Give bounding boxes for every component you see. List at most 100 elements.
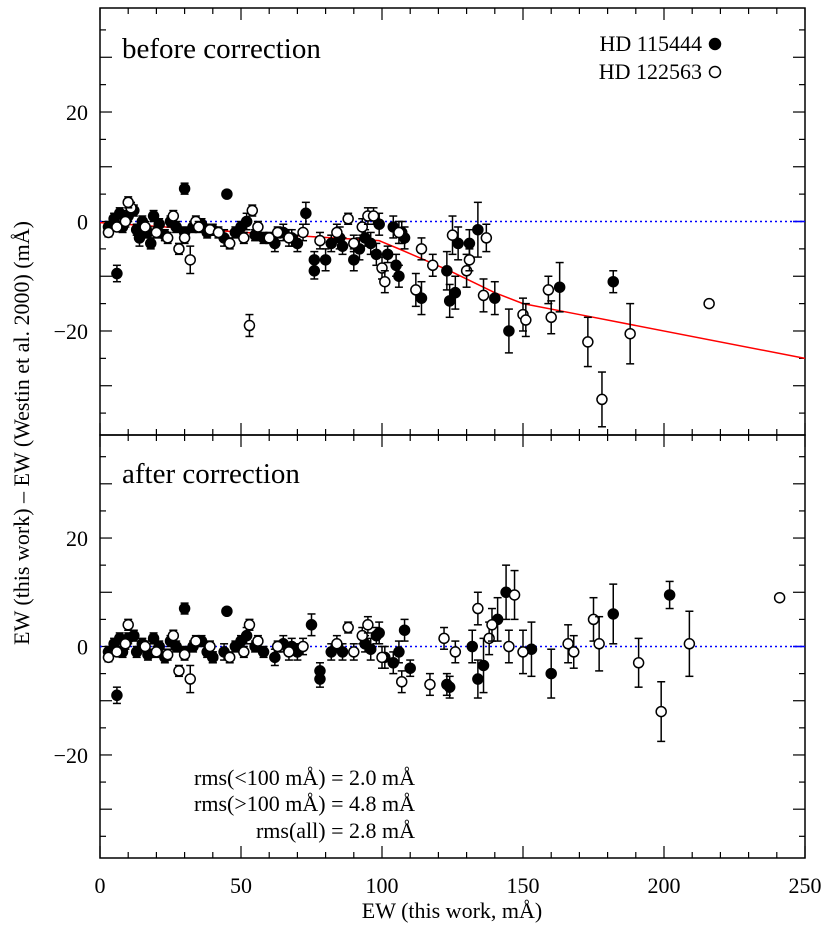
marker — [582, 336, 594, 348]
marker — [472, 223, 484, 236]
marker — [178, 182, 191, 195]
data-point-hd-115444 — [545, 648, 557, 699]
x-tick-label: 150 — [507, 873, 540, 898]
data-point-hd-115444 — [607, 583, 619, 645]
marker — [240, 629, 253, 642]
data-point-hd-115444 — [500, 564, 512, 621]
data-point-hd-115444 — [221, 605, 233, 617]
marker — [607, 275, 619, 288]
marker — [297, 640, 309, 653]
data-point-hd-122563 — [150, 645, 163, 659]
rms-below-100: rms(<100 mÅ) = 2.0 mÅ — [194, 765, 415, 790]
panel-label-top: before correction — [122, 33, 321, 65]
marker — [240, 215, 253, 228]
data-point-hd-122563 — [243, 618, 256, 631]
data-point-hd-122563 — [348, 234, 360, 253]
marker — [398, 624, 411, 636]
marker — [520, 314, 532, 326]
data-point-hd-115444 — [393, 264, 405, 288]
marker — [542, 284, 555, 296]
marker — [441, 265, 453, 277]
marker — [314, 665, 326, 677]
marker — [178, 232, 191, 244]
data-point-hd-122563 — [362, 615, 374, 634]
marker — [449, 286, 462, 299]
data-point-hd-122563 — [503, 629, 515, 664]
data-point-hd-115444 — [300, 201, 312, 225]
data-point-hd-115444 — [381, 245, 394, 264]
data-point-hd-115444 — [441, 250, 453, 291]
data-point-hd-122563 — [393, 220, 405, 245]
data-point-hd-122563 — [167, 629, 180, 642]
marker — [319, 254, 332, 266]
y-axis-label: EW (this work) – EW (Westin et al. 2000)… — [9, 221, 34, 645]
marker — [438, 632, 450, 645]
marker — [376, 651, 388, 664]
marker — [102, 226, 115, 239]
data-point-hd-122563 — [379, 270, 391, 294]
marker — [305, 619, 318, 631]
data-point-hd-122563 — [395, 670, 408, 694]
marker — [463, 237, 476, 250]
marker — [393, 646, 405, 658]
x-tick-label: 0 — [95, 873, 106, 898]
marker — [427, 259, 439, 272]
marker — [342, 621, 354, 634]
y-tick-label: 0 — [77, 635, 88, 660]
marker — [404, 662, 416, 674]
rms-above-100: rms(>100 mÅ) = 4.8 mÅ — [194, 791, 415, 816]
data-point-hd-122563 — [119, 215, 132, 228]
data-point-hd-122563 — [243, 313, 256, 338]
data-point-hd-122563 — [178, 231, 191, 245]
data-point-hd-122563 — [545, 300, 557, 335]
data-point-hd-122563 — [463, 248, 476, 272]
data-point-hd-115444 — [491, 596, 504, 642]
marker — [283, 232, 295, 244]
marker — [364, 643, 377, 655]
data-point-hd-115444 — [472, 201, 484, 258]
marker — [480, 232, 493, 244]
marker — [367, 210, 380, 222]
marker — [178, 602, 191, 615]
data-point-hd-122563 — [297, 637, 309, 656]
data-point-hd-115444 — [663, 580, 676, 610]
marker — [111, 267, 123, 280]
marker — [243, 319, 256, 332]
marker — [477, 289, 490, 302]
marker — [300, 207, 312, 220]
marker — [356, 629, 369, 642]
marker — [545, 667, 557, 680]
data-point-hd-122563 — [410, 272, 422, 308]
marker — [655, 705, 667, 718]
marker — [393, 226, 405, 239]
x-axis-label: EW (this work, mÅ) — [362, 898, 542, 923]
x-tick-label: 100 — [366, 873, 399, 898]
marker — [150, 226, 163, 239]
marker — [443, 681, 456, 693]
marker — [342, 213, 354, 225]
y-tick-label: −20 — [54, 319, 88, 344]
panel-before: −20 0 20 — [54, 7, 806, 436]
data-point-hd-115444 — [443, 283, 456, 319]
x-tick-label: 250 — [789, 873, 822, 898]
marker — [503, 640, 515, 653]
marker — [139, 221, 151, 233]
marker — [424, 678, 436, 691]
data-point-hd-122563 — [190, 634, 202, 648]
marker — [472, 673, 484, 685]
data-point-hd-115444 — [466, 629, 478, 664]
marker — [161, 648, 174, 661]
data-point-hd-122563 — [703, 297, 715, 310]
data-point-hd-122563 — [632, 637, 645, 688]
marker — [173, 665, 185, 677]
marker — [257, 646, 270, 658]
data-point-hd-122563 — [212, 226, 225, 239]
marker — [269, 651, 281, 664]
marker — [370, 248, 383, 261]
marker — [207, 651, 219, 664]
marker — [119, 638, 132, 650]
marker — [624, 327, 636, 340]
data-point-hd-122563 — [184, 664, 196, 694]
marker — [773, 591, 786, 604]
